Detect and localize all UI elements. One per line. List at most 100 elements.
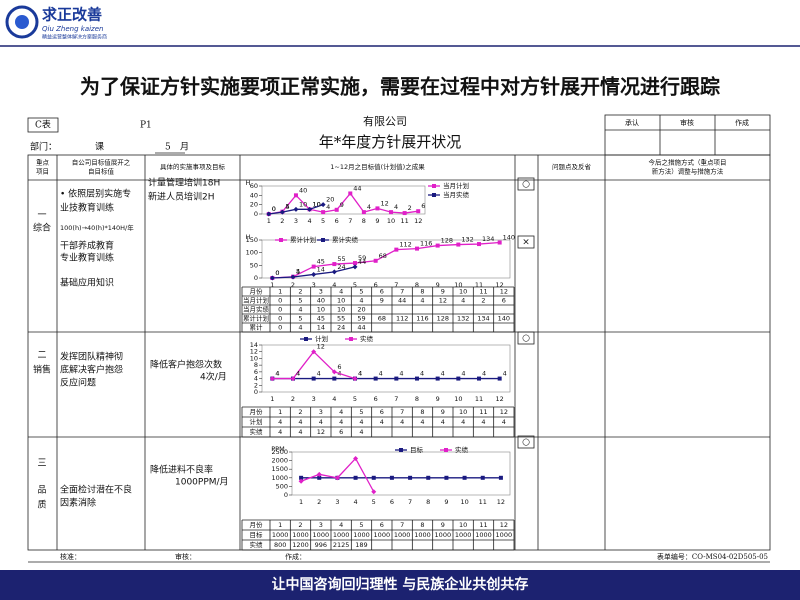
- table-cell: 4: [278, 418, 282, 426]
- table-cell: 40: [317, 297, 325, 305]
- table-cell: 9: [441, 521, 445, 529]
- x-tick-label: 9: [444, 498, 448, 506]
- table-cell: 11: [479, 408, 487, 416]
- point: [352, 264, 358, 270]
- table-cell: 1000: [475, 531, 492, 539]
- x-tick-label: 2: [291, 281, 295, 289]
- x-tick-label: 12: [496, 395, 504, 403]
- table-cell: 3: [319, 521, 323, 529]
- data-label: 4: [296, 370, 300, 378]
- data-label: 0: [275, 269, 279, 277]
- table-row-label: 累计: [250, 323, 264, 332]
- table-cell: 4: [461, 418, 465, 426]
- x-tick-label: 11: [475, 281, 483, 289]
- legend-marker: [304, 337, 308, 341]
- y-tick-label: 1000: [271, 474, 288, 482]
- point: [307, 206, 313, 212]
- y-tick-label: 6: [254, 368, 258, 376]
- data-label: 4: [482, 370, 486, 378]
- point: [394, 247, 399, 252]
- y-tick-label: 20: [250, 201, 258, 209]
- table-cell: 12: [317, 428, 325, 436]
- logo-tagline: 精益运营整体解决方案服务商: [42, 34, 107, 41]
- table-row-label: 当月实绩: [243, 305, 270, 314]
- plot-area: [261, 185, 426, 215]
- x-tick-label: 6: [335, 217, 339, 225]
- table-row-label: 当月计划: [243, 296, 269, 305]
- data-label: 4: [399, 370, 403, 378]
- point: [290, 376, 296, 382]
- x-tick-label: 4: [332, 281, 336, 289]
- signoff: 审核：: [175, 552, 196, 561]
- x-tick-label: 9: [375, 217, 379, 225]
- point: [456, 376, 461, 381]
- y-axis-label: H: [246, 179, 251, 187]
- point: [477, 376, 481, 381]
- row-name: 综合: [33, 222, 51, 234]
- legend-marker: [349, 337, 353, 341]
- column-header: 1~12月之目标值(计划值)之成果: [330, 162, 425, 171]
- x-tick-label: 12: [497, 498, 505, 506]
- data-label: 9: [340, 201, 344, 209]
- data-label: 4: [317, 370, 321, 378]
- y-tick-label: 14: [250, 341, 258, 349]
- table-cell: 4: [298, 428, 302, 436]
- point: [311, 264, 316, 269]
- table-cell: 4: [339, 408, 343, 416]
- point: [311, 271, 317, 277]
- x-tick-label: 6: [390, 498, 394, 506]
- point: [293, 206, 299, 212]
- point: [298, 478, 304, 484]
- point: [352, 376, 358, 382]
- table-cell: 3: [319, 408, 323, 416]
- table-cell: 1000: [272, 531, 289, 539]
- data-label: 112: [399, 241, 411, 249]
- point: [348, 191, 353, 196]
- x-tick-label: 10: [454, 281, 462, 289]
- footer-text: 让中国咨询回归理性 与民族企业共创共存: [272, 576, 529, 593]
- point: [456, 242, 461, 247]
- table-cell: 55: [337, 315, 345, 323]
- status-mark: ○: [522, 334, 530, 344]
- data-label: 134: [482, 235, 494, 243]
- table-cell: 5: [359, 288, 363, 296]
- table-cell: 59: [357, 315, 365, 323]
- point: [353, 455, 359, 461]
- point: [375, 206, 380, 211]
- x-tick-label: 3: [294, 217, 298, 225]
- table-cell: 1: [278, 408, 282, 416]
- y-tick-label: 0: [254, 388, 258, 396]
- table-cell: 140: [498, 315, 510, 323]
- row-name: 质: [37, 499, 46, 511]
- table-cell: 4: [420, 297, 424, 305]
- legend-label: 累计实绩: [332, 235, 359, 244]
- goal-text: 专业教育训练: [60, 252, 114, 264]
- point: [389, 475, 394, 480]
- x-tick-label: 7: [394, 281, 398, 289]
- x-tick-label: 6: [374, 281, 378, 289]
- x-tick-label: 11: [479, 498, 487, 506]
- point: [435, 243, 440, 248]
- y-tick-label: 2: [254, 381, 258, 389]
- table-cell: 4: [298, 418, 302, 426]
- x-tick-label: 1: [267, 217, 271, 225]
- table-cell: 8: [420, 288, 424, 296]
- row-number: 一: [37, 211, 46, 221]
- legend-label: 当月计划: [443, 181, 469, 190]
- data-label: 4: [420, 370, 424, 378]
- y-tick-label: 0: [284, 491, 288, 499]
- x-tick-label: 1: [270, 281, 274, 289]
- column-header: 自公司目标值展开之: [72, 158, 131, 167]
- table-cell: 996: [315, 541, 327, 549]
- y-tick-label: 100: [246, 249, 258, 257]
- y-axis-label: H: [246, 233, 251, 241]
- table-cell: 45: [317, 315, 325, 323]
- legend-label: 实绩: [455, 445, 469, 454]
- table-cell: 1000: [353, 531, 370, 539]
- x-tick-label: 10: [460, 498, 468, 506]
- table-cell: 6: [380, 288, 384, 296]
- table-cell: 12: [500, 288, 508, 296]
- x-tick-label: 11: [400, 217, 408, 225]
- table-cell: 24: [337, 324, 345, 332]
- table-cell: 5: [359, 408, 363, 416]
